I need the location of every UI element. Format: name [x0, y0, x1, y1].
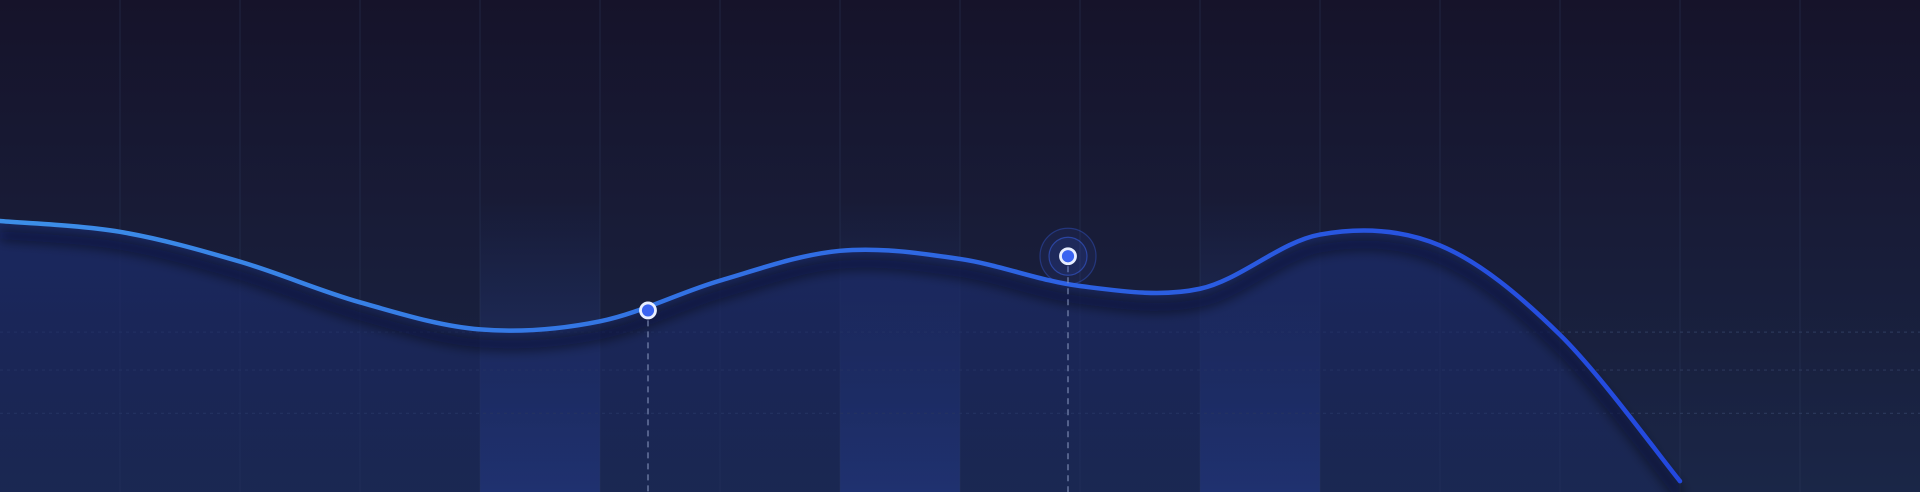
data-point-marker [1059, 247, 1077, 266]
series-line-shadow [0, 230, 1684, 492]
data-point-marker [639, 301, 657, 320]
series-line [0, 218, 1683, 484]
series-area [0, 221, 1680, 492]
